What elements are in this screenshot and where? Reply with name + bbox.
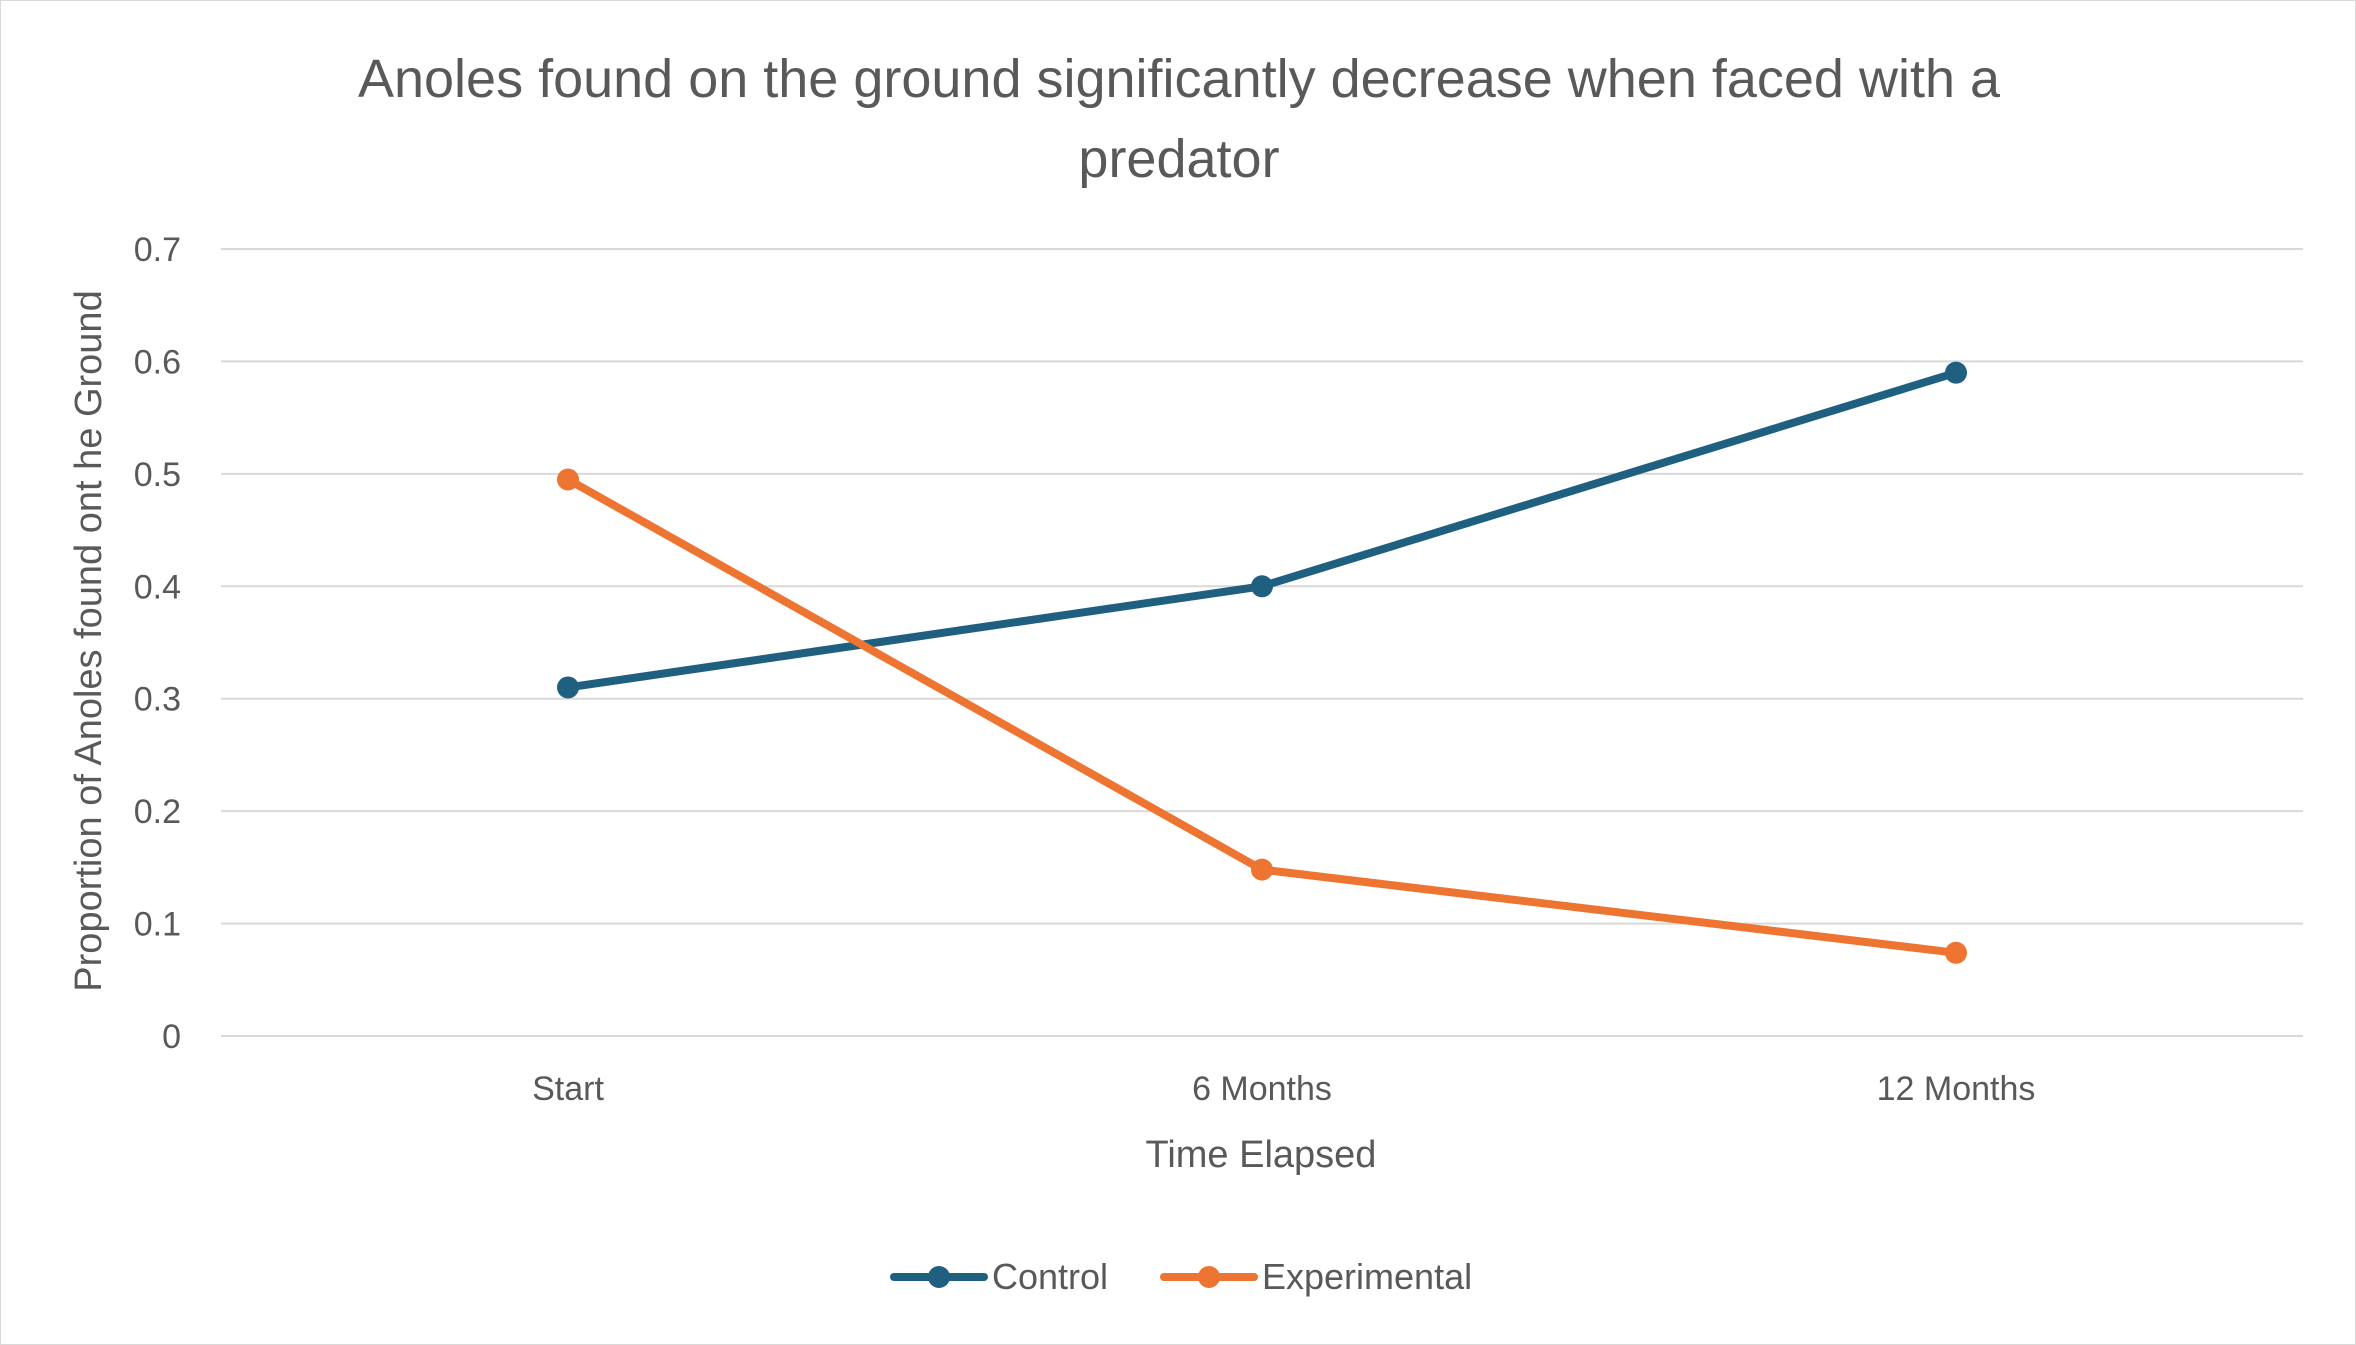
x-axis-tick-labels: Start 6 Months 12 Months xyxy=(532,1070,2035,1108)
legend: Control Experimental xyxy=(890,1256,1472,1297)
x-tick-label: Start xyxy=(532,1070,604,1108)
series-control xyxy=(557,361,1967,699)
y-tick-label: 0.6 xyxy=(134,343,181,381)
legend-label: Control xyxy=(992,1256,1108,1297)
legend-label: Experimental xyxy=(1262,1256,1472,1297)
y-tick-label: 0.1 xyxy=(134,906,181,944)
legend-item-control: Control xyxy=(890,1256,1108,1297)
y-axis-tick-labels: 0 0.1 0.2 0.3 0.4 0.5 0.6 0.7 xyxy=(134,231,181,1056)
y-tick-label: 0.5 xyxy=(134,456,181,494)
y-tick-label: 0.3 xyxy=(134,681,181,719)
legend-swatch-marker xyxy=(928,1266,950,1288)
legend-swatch-marker xyxy=(1198,1266,1220,1288)
x-tick-label: 12 Months xyxy=(1877,1070,2036,1108)
data-point xyxy=(1945,361,1967,384)
data-point xyxy=(1251,858,1273,881)
y-tick-label: 0 xyxy=(162,1018,181,1056)
chart-title: Anoles found on the ground significantly… xyxy=(357,49,2001,189)
x-tick-label: 6 Months xyxy=(1192,1070,1332,1108)
series-lines xyxy=(557,361,1967,964)
y-axis-title: Proportion of Anoles found ont he Ground xyxy=(68,290,110,991)
x-axis-title: Time Elapsed xyxy=(1146,1134,1377,1176)
legend-item-experimental: Experimental xyxy=(1160,1256,1472,1297)
data-point xyxy=(557,468,579,491)
data-point xyxy=(1251,575,1273,598)
gridlines xyxy=(221,248,2303,1037)
y-tick-label: 0.4 xyxy=(134,568,181,606)
data-point xyxy=(1945,941,1967,964)
y-tick-label: 0.7 xyxy=(134,231,181,269)
data-point xyxy=(557,676,579,699)
series-line xyxy=(564,475,1960,957)
series-line xyxy=(564,368,1960,692)
y-tick-label: 0.2 xyxy=(134,793,181,831)
series-experimental xyxy=(557,468,1967,964)
